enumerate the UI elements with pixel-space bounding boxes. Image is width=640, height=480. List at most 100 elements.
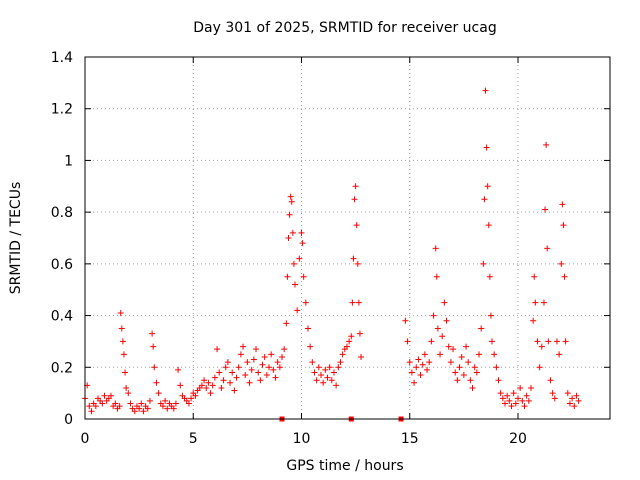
data-point — [353, 222, 360, 229]
data-point — [140, 408, 147, 415]
data-point — [285, 235, 292, 241]
x-tick-label: 0 — [81, 431, 90, 447]
data-point — [512, 400, 519, 407]
data-point — [274, 359, 281, 366]
data-point — [575, 397, 582, 404]
data-point — [198, 382, 205, 389]
data-point — [573, 392, 580, 399]
data-point — [508, 403, 515, 410]
data-point — [328, 377, 335, 384]
data-point — [123, 384, 130, 391]
data-point — [452, 369, 459, 376]
data-point — [469, 384, 476, 391]
data-point — [170, 405, 177, 412]
data-point — [549, 390, 556, 397]
data-point — [224, 359, 231, 366]
data-point — [540, 299, 547, 306]
data-point — [231, 387, 238, 394]
data-point — [286, 211, 293, 218]
data-point — [333, 382, 340, 389]
data-point — [504, 392, 511, 399]
data-point — [497, 390, 504, 397]
data-point — [564, 390, 571, 397]
data-point — [209, 382, 216, 389]
data-point — [257, 377, 264, 384]
data-point — [428, 338, 435, 345]
data-point — [437, 351, 444, 358]
data-point — [192, 392, 199, 399]
data-point — [454, 377, 461, 384]
data-point — [517, 384, 524, 391]
data-point — [553, 338, 560, 345]
y-tick-label: 0 — [64, 412, 73, 428]
data-point — [298, 229, 305, 236]
data-point — [478, 325, 485, 332]
data-point — [246, 379, 253, 386]
data-point — [356, 330, 363, 337]
data-point — [214, 346, 221, 353]
data-point — [237, 351, 244, 358]
data-point — [131, 408, 138, 415]
data-point — [402, 317, 409, 324]
data-point — [205, 379, 212, 386]
y-tick-label: 0.4 — [51, 309, 73, 325]
data-point — [439, 333, 446, 340]
data-point — [523, 392, 530, 399]
y-tick-label: 0.6 — [51, 257, 73, 273]
data-point — [354, 260, 361, 267]
data-point — [218, 384, 225, 391]
data-point — [502, 400, 508, 407]
data-point — [112, 400, 119, 407]
data-point — [355, 299, 362, 306]
data-point — [313, 377, 320, 384]
data-point — [307, 343, 314, 350]
data-point — [276, 364, 283, 371]
data-point — [119, 338, 126, 345]
data-point — [487, 312, 494, 319]
data-point — [413, 364, 420, 371]
data-point — [324, 374, 331, 381]
data-point — [433, 273, 440, 280]
data-point — [481, 196, 488, 203]
data-point — [352, 183, 359, 190]
data-point — [350, 255, 357, 262]
data-point — [153, 379, 160, 386]
data-point — [116, 403, 123, 410]
data-point — [288, 198, 295, 205]
data-point — [450, 346, 457, 353]
data-point — [544, 245, 551, 252]
data-point — [296, 255, 303, 262]
data-point — [441, 299, 448, 306]
data-point — [284, 273, 291, 280]
data-point — [159, 403, 166, 410]
x-tick-label: 10 — [293, 431, 311, 447]
data-point — [281, 346, 288, 353]
data-point — [287, 193, 294, 200]
data-point — [242, 372, 249, 379]
data-point — [447, 359, 454, 366]
data-point — [185, 400, 192, 407]
plot-area-frame — [84, 56, 611, 420]
data-point — [235, 364, 242, 371]
data-point — [240, 343, 247, 350]
data-point — [348, 333, 355, 340]
x-tick-label: 5 — [189, 431, 198, 447]
data-point — [525, 397, 532, 404]
data-point — [335, 364, 342, 371]
data-point — [107, 392, 114, 399]
y-axis-label: SRMTID / TECUs — [8, 182, 24, 295]
data-point — [476, 351, 483, 358]
grid-lines — [85, 57, 610, 419]
data-point — [551, 395, 558, 402]
data-point — [545, 338, 552, 345]
data-point — [155, 390, 162, 397]
data-point — [233, 374, 240, 381]
x-axis-label: GPS time / hours — [286, 458, 403, 474]
data-point — [531, 273, 538, 280]
data-point — [175, 366, 182, 373]
data-point — [222, 364, 229, 371]
data-point — [88, 408, 95, 415]
data-point — [349, 299, 356, 306]
data-point — [343, 343, 350, 350]
